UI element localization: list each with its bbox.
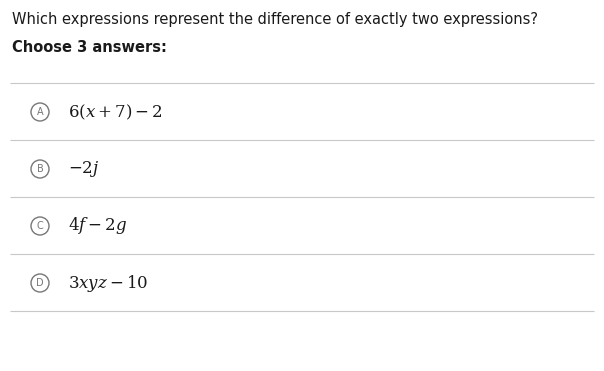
Text: $3xyz - 10$: $3xyz - 10$: [68, 273, 149, 293]
Text: $6(x + 7) - 2$: $6(x + 7) - 2$: [68, 102, 163, 122]
Text: A: A: [37, 107, 43, 117]
Text: Choose 3 answers:: Choose 3 answers:: [12, 40, 167, 55]
Text: $4f - 2g$: $4f - 2g$: [68, 216, 127, 236]
Text: C: C: [37, 221, 43, 231]
Text: B: B: [37, 164, 43, 174]
Text: Which expressions represent the difference of exactly two expressions?: Which expressions represent the differen…: [12, 12, 538, 27]
Text: D: D: [36, 278, 44, 288]
Text: $-2j$: $-2j$: [68, 159, 100, 179]
